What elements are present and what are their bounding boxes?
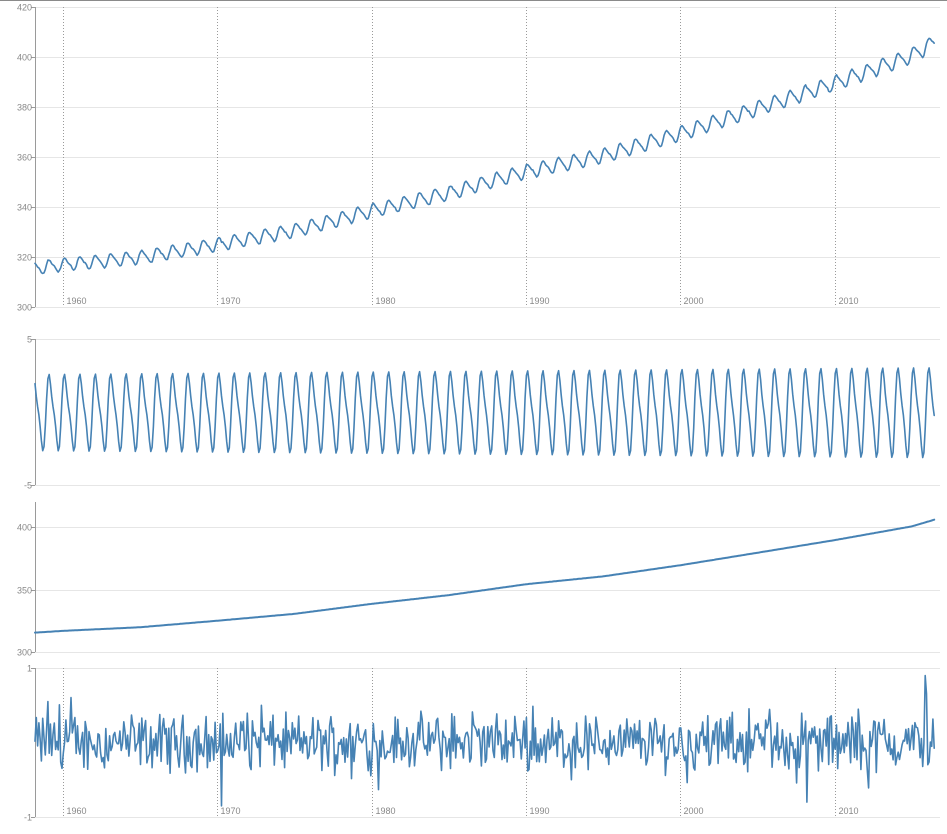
residual-xtick-label-2000: 2000: [684, 806, 704, 816]
observed-xtick-label-1970: 1970: [221, 296, 241, 306]
observed-series-line: [34, 37, 935, 275]
trend-ytick-label-300: 300: [17, 648, 32, 658]
residual-series-line: [34, 674, 935, 807]
residual-xtick-label-2010: 2010: [839, 806, 859, 816]
trend-series-line: [34, 518, 936, 634]
trend-ytick-label-400: 400: [17, 523, 32, 533]
observed-xtick-label-2010: 2010: [839, 296, 859, 306]
residual-xtick-label-1990: 1990: [530, 806, 550, 816]
observed-ytick-label-340: 340: [17, 203, 32, 213]
observed-ytick-label-400: 400: [17, 53, 32, 63]
residual-xtick-label-1970: 1970: [221, 806, 241, 816]
observed-xtick-label-1960: 1960: [67, 296, 87, 306]
observed-ytick-label-380: 380: [17, 103, 32, 113]
observed-ytick-label-300: 300: [17, 303, 32, 313]
observed-ytick-label-320: 320: [17, 253, 32, 263]
observed-ytick-label-360: 360: [17, 153, 32, 163]
observed-xtick-label-1990: 1990: [530, 296, 550, 306]
seasonal-ytick-label-5: 5: [27, 335, 32, 345]
observed-xtick-label-1980: 1980: [376, 296, 396, 306]
top-border: [0, 0, 947, 1]
residual-xtick-label-1960: 1960: [67, 806, 87, 816]
observed-ytick-label-420: 420: [17, 3, 32, 13]
residual-xtick-label-1980: 1980: [376, 806, 396, 816]
seasonal-ytick-label--5: -5: [24, 481, 32, 491]
seasonal-series-line: [34, 367, 935, 459]
observed-xtick-label-2000: 2000: [684, 296, 704, 306]
trend-ytick-label-350: 350: [17, 586, 32, 596]
residual-ytick-label-1: 1: [27, 664, 32, 674]
residual-ytick-label--1: -1: [24, 813, 32, 823]
